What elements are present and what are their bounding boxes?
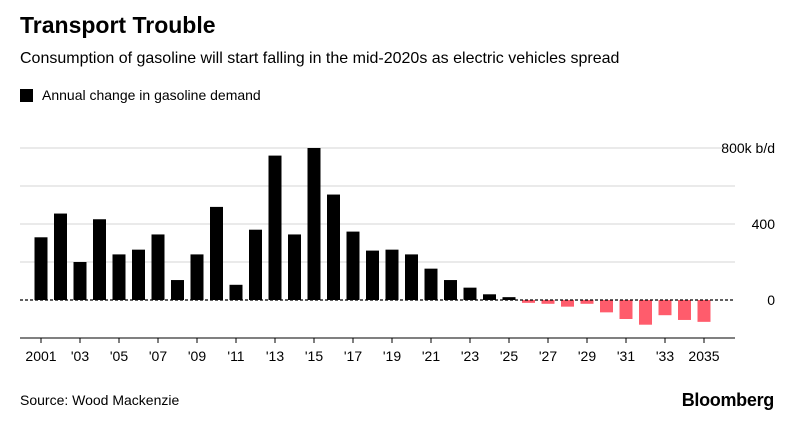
bar-2005	[112, 254, 126, 300]
legend: Annual change in gasoline demand	[20, 87, 261, 103]
x-tick-label: '09	[188, 348, 206, 364]
x-tick-label: 2001	[25, 348, 56, 364]
x-tick-label: '07	[149, 348, 167, 364]
x-tick-label: '19	[383, 348, 401, 364]
x-tick-label: '11	[227, 348, 244, 364]
x-tick-label: '17	[344, 348, 362, 364]
x-tick-label: 2035	[688, 348, 719, 364]
bar-2026	[522, 300, 535, 303]
bar-2023	[463, 287, 477, 300]
legend-label: Annual change in gasoline demand	[42, 87, 261, 103]
bar-2029	[580, 300, 594, 304]
bar-2003	[73, 262, 87, 300]
bar-2025	[502, 297, 516, 300]
bar-2014	[288, 234, 301, 300]
bar-2020	[405, 254, 418, 300]
x-tick-label: '27	[539, 348, 557, 364]
bar-2019	[385, 249, 399, 300]
x-tick-label: '31	[617, 348, 635, 364]
bar-2010	[210, 206, 223, 300]
source-note: Source: Wood Mackenzie	[20, 392, 180, 408]
bar-2004	[93, 219, 106, 300]
bar-2024	[483, 294, 496, 300]
x-tick-label: '29	[578, 348, 596, 364]
y-tick-label: 0	[767, 292, 775, 308]
bar-2018	[366, 250, 379, 300]
bloomberg-logo: Bloomberg	[681, 390, 775, 410]
bar-2035	[697, 300, 711, 322]
bar-2033	[658, 300, 672, 316]
y-tick-label: 800k b/d	[721, 140, 775, 156]
x-tick-label: '15	[305, 348, 323, 364]
legend-swatch	[20, 88, 33, 102]
x-tick-label: '05	[110, 348, 128, 364]
y-tick-label: 400	[752, 216, 776, 232]
x-tick-label: '23	[461, 348, 479, 364]
bar-2022	[444, 280, 457, 300]
bar-2028	[561, 300, 574, 307]
x-tick-label: '13	[266, 348, 284, 364]
x-tick-label: '25	[500, 348, 518, 364]
bar-2021	[424, 268, 438, 300]
x-tick-label: '03	[71, 348, 89, 364]
bar-2034	[678, 300, 691, 320]
bar-2030	[600, 300, 613, 313]
bar-2007	[151, 234, 165, 300]
bar-2008	[171, 280, 184, 300]
bar-2002	[54, 213, 67, 300]
bar-2009	[190, 254, 204, 300]
bar-2013	[268, 155, 282, 300]
bar-2015	[307, 148, 321, 300]
bar-2032	[639, 300, 652, 325]
bar-2027	[541, 300, 555, 304]
bar-2031	[619, 300, 633, 319]
chart-title: Transport Trouble	[20, 12, 216, 38]
chart-subtitle: Consumption of gasoline will start falli…	[20, 50, 620, 67]
bar-2012	[249, 229, 262, 300]
bar-2001	[34, 237, 48, 300]
x-tick-label: '33	[656, 348, 674, 364]
bar-2011	[229, 284, 243, 300]
bar-2017	[346, 231, 360, 300]
bar-2006	[132, 249, 145, 300]
bar-2016	[327, 194, 340, 300]
x-tick-label: '21	[422, 348, 440, 364]
